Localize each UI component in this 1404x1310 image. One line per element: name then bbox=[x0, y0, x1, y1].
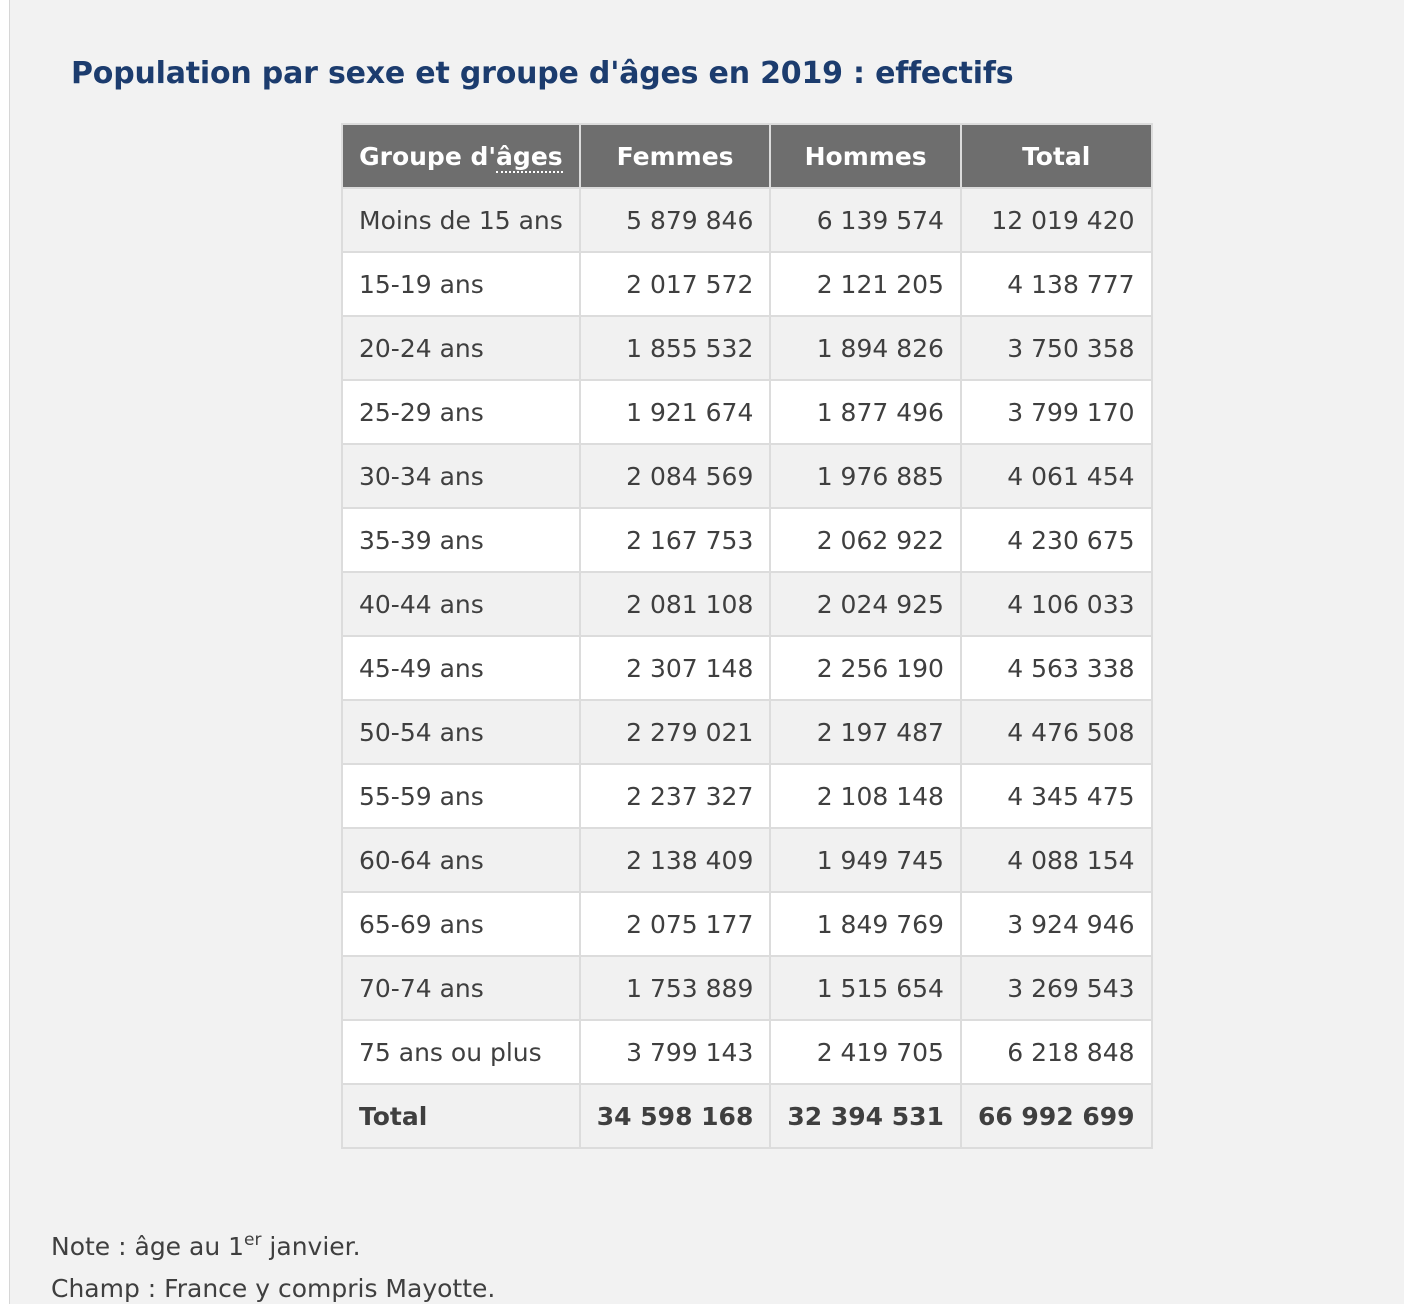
table-row: 30-34 ans 2 084 569 1 976 885 4 061 454 bbox=[341, 443, 1153, 509]
cell-total: 4 476 508 bbox=[959, 699, 1153, 765]
cell-age-group: 35-39 ans bbox=[341, 507, 581, 573]
cell-hommes: 2 024 925 bbox=[769, 571, 962, 637]
header-total: Total bbox=[959, 123, 1153, 189]
table-total-row: Total 34 598 168 32 394 531 66 992 699 bbox=[341, 1083, 1153, 1149]
cell-hommes: 2 419 705 bbox=[769, 1019, 962, 1085]
cell-age-group: 45-49 ans bbox=[341, 635, 581, 701]
cell-femmes: 2 237 327 bbox=[578, 763, 772, 829]
table-row: 25-29 ans 1 921 674 1 877 496 3 799 170 bbox=[341, 379, 1153, 445]
cell-total: 4 088 154 bbox=[959, 827, 1153, 893]
cell-hommes: 1 949 745 bbox=[769, 827, 962, 893]
table-header-row: Groupe d'âges Femmes Hommes Total bbox=[341, 123, 1153, 189]
table-row: 45-49 ans 2 307 148 2 256 190 4 563 338 bbox=[341, 635, 1153, 701]
cell-hommes: 1 877 496 bbox=[769, 379, 962, 445]
cell-total: 3 799 170 bbox=[959, 379, 1153, 445]
cell-hommes: 2 256 190 bbox=[769, 635, 962, 701]
cell-total: 4 345 475 bbox=[959, 763, 1153, 829]
cell-hommes: 1 976 885 bbox=[769, 443, 962, 509]
cell-femmes: 34 598 168 bbox=[578, 1083, 772, 1149]
cell-total: 12 019 420 bbox=[959, 187, 1153, 253]
cell-femmes: 1 921 674 bbox=[578, 379, 772, 445]
note-line: Note : âge au 1er janvier. bbox=[51, 1226, 495, 1268]
header-femmes: Femmes bbox=[578, 123, 772, 189]
cell-femmes: 1 753 889 bbox=[578, 955, 772, 1021]
cell-hommes: 1 894 826 bbox=[769, 315, 962, 381]
cell-age-group: 55-59 ans bbox=[341, 763, 581, 829]
table-title: Population par sexe et groupe d'âges en … bbox=[71, 56, 1014, 91]
table-body: Moins de 15 ans 5 879 846 6 139 574 12 019 … bbox=[341, 187, 1153, 1149]
cell-femmes: 5 879 846 bbox=[578, 187, 772, 253]
table-row: 40-44 ans 2 081 108 2 024 925 4 106 033 bbox=[341, 571, 1153, 637]
header-group-abbr[interactable]: âges bbox=[496, 141, 563, 173]
cell-age-group: 20-24 ans bbox=[341, 315, 581, 381]
champ-line: Champ : France y compris Mayotte. bbox=[51, 1274, 496, 1303]
cell-femmes: 2 084 569 bbox=[578, 443, 772, 509]
cell-age-group: Moins de 15 ans bbox=[341, 187, 581, 253]
table-row: 55-59 ans 2 237 327 2 108 148 4 345 475 bbox=[341, 763, 1153, 829]
cell-femmes: 3 799 143 bbox=[578, 1019, 772, 1085]
cell-hommes: 6 139 574 bbox=[769, 187, 962, 253]
cell-total: 66 992 699 bbox=[959, 1083, 1153, 1149]
cell-age-group: Total bbox=[341, 1083, 581, 1149]
cell-femmes: 1 855 532 bbox=[578, 315, 772, 381]
cell-total: 3 750 358 bbox=[959, 315, 1153, 381]
cell-age-group: 30-34 ans bbox=[341, 443, 581, 509]
header-hommes: Hommes bbox=[769, 123, 962, 189]
cell-femmes: 2 279 021 bbox=[578, 699, 772, 765]
table-row: 75 ans ou plus 3 799 143 2 419 705 6 218 84… bbox=[341, 1019, 1153, 1085]
table-row: 20-24 ans 1 855 532 1 894 826 3 750 358 bbox=[341, 315, 1153, 381]
cell-age-group: 50-54 ans bbox=[341, 699, 581, 765]
cell-femmes: 2 017 572 bbox=[578, 251, 772, 317]
cell-age-group: 75 ans ou plus bbox=[341, 1019, 581, 1085]
cell-age-group: 70-74 ans bbox=[341, 955, 581, 1021]
cell-age-group: 60-64 ans bbox=[341, 827, 581, 893]
cell-hommes: 2 062 922 bbox=[769, 507, 962, 573]
cell-total: 4 061 454 bbox=[959, 443, 1153, 509]
cell-age-group: 40-44 ans bbox=[341, 571, 581, 637]
content-panel: Population par sexe et groupe d'âges en … bbox=[9, 0, 1404, 1304]
table-row: 60-64 ans 2 138 409 1 949 745 4 088 154 bbox=[341, 827, 1153, 893]
table-row: 50-54 ans 2 279 021 2 197 487 4 476 508 bbox=[341, 699, 1153, 765]
cell-femmes: 2 167 753 bbox=[578, 507, 772, 573]
cell-hommes: 2 121 205 bbox=[769, 251, 962, 317]
note-superscript: er bbox=[244, 1230, 262, 1250]
cell-total: 4 563 338 bbox=[959, 635, 1153, 701]
cell-hommes: 1 849 769 bbox=[769, 891, 962, 957]
cell-femmes: 2 138 409 bbox=[578, 827, 772, 893]
cell-femmes: 2 075 177 bbox=[578, 891, 772, 957]
note-suffix: janvier. bbox=[261, 1232, 361, 1261]
cell-femmes: 2 307 148 bbox=[578, 635, 772, 701]
table-row: 15-19 ans 2 017 572 2 121 205 4 138 777 bbox=[341, 251, 1153, 317]
cell-age-group: 15-19 ans bbox=[341, 251, 581, 317]
cell-femmes: 2 081 108 bbox=[578, 571, 772, 637]
cell-total: 3 924 946 bbox=[959, 891, 1153, 957]
cell-hommes: 32 394 531 bbox=[769, 1083, 962, 1149]
cell-hommes: 1 515 654 bbox=[769, 955, 962, 1021]
note-prefix: Note : âge au 1 bbox=[51, 1232, 245, 1261]
header-group: Groupe d'âges bbox=[341, 123, 581, 189]
table-row: 65-69 ans 2 075 177 1 849 769 3 924 946 bbox=[341, 891, 1153, 957]
cell-age-group: 25-29 ans bbox=[341, 379, 581, 445]
table-row: 70-74 ans 1 753 889 1 515 654 3 269 543 bbox=[341, 955, 1153, 1021]
cell-hommes: 2 197 487 bbox=[769, 699, 962, 765]
cell-total: 3 269 543 bbox=[959, 955, 1153, 1021]
table-row: 35-39 ans 2 167 753 2 062 922 4 230 675 bbox=[341, 507, 1153, 573]
cell-total: 4 230 675 bbox=[959, 507, 1153, 573]
cell-age-group: 65-69 ans bbox=[341, 891, 581, 957]
table-notes: Note : âge au 1er janvier. Champ : Franc… bbox=[51, 1226, 495, 1310]
population-table: Groupe d'âges Femmes Hommes Total Moins … bbox=[341, 123, 1153, 1149]
table-row: Moins de 15 ans 5 879 846 6 139 574 12 019 … bbox=[341, 187, 1153, 253]
cell-total: 4 138 777 bbox=[959, 251, 1153, 317]
header-group-prefix: Groupe d' bbox=[359, 141, 497, 171]
cell-total: 4 106 033 bbox=[959, 571, 1153, 637]
cell-hommes: 2 108 148 bbox=[769, 763, 962, 829]
cell-total: 6 218 848 bbox=[959, 1019, 1153, 1085]
